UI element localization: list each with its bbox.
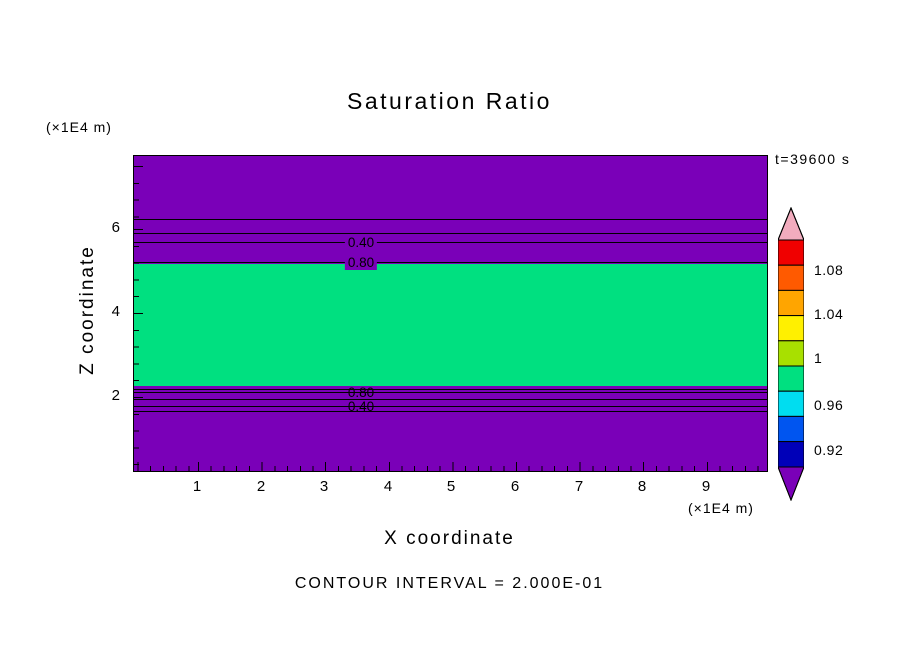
colorbar-segment [778,390,804,417]
colorbar-outline [778,207,804,501]
x-tick-label: 4 [383,478,393,495]
y-axis-title: Z coordinate [77,245,98,375]
colorbar-segment [778,340,804,367]
colorbar-tick-label: 0.96 [814,397,844,413]
colorbar-segment [778,239,804,266]
contour-line [134,233,767,234]
contour-line [134,411,767,412]
contour-line [134,242,767,243]
contour-line [134,399,767,400]
colorbar-bottom-cap [778,466,804,501]
colorbar-tick-label: 1.08 [814,262,844,278]
colorbar-segment [778,264,804,291]
contour-label-top-080: 0.80 [344,255,378,270]
page-title: Saturation Ratio [347,88,552,114]
contour-line [134,406,767,407]
contour-line [134,392,767,393]
x-tick-label: 2 [256,478,266,495]
colorbar-segment [778,365,804,392]
colorbar-segment [778,441,804,468]
x-axis-title: X coordinate [384,528,515,549]
plot-area: 0.40 0.80 0.80 0.40 [133,155,768,472]
colorbar-segment [778,315,804,342]
y-tick-label: 2 [111,387,120,404]
contour-interval-note: CONTOUR INTERVAL = 2.000E-01 [294,575,605,592]
colorbar-tick-label: 1.04 [814,306,844,322]
x-tick-label: 7 [574,478,584,495]
contour-label-top-040: 0.40 [344,235,378,250]
x-tick-label: 5 [446,478,456,495]
contour-line [134,219,767,220]
colorbar [778,207,804,501]
contour-line [134,389,767,390]
contour-line [134,262,767,263]
x-axis-major-ticks [134,462,767,471]
saturation-band [134,264,767,386]
x-tick-label: 9 [701,478,711,495]
colorbar-tick-label: 0.92 [814,442,844,458]
y-tick-label: 4 [111,303,120,320]
colorbar-top-cap [778,207,804,241]
x-tick-label: 1 [192,478,202,495]
x-tick-label: 8 [637,478,647,495]
y-axis-major-ticks [134,156,143,471]
x-axis-unit-label: (×1E4 m) [688,500,754,516]
colorbar-segment [778,289,804,317]
y-axis-unit-label: (×1E4 m) [46,119,112,135]
time-label: t=39600 s [775,151,851,167]
x-tick-label: 3 [319,478,329,495]
x-tick-label: 6 [510,478,520,495]
colorbar-segment [778,415,804,443]
colorbar-tick-label: 1 [814,350,823,366]
y-tick-label: 6 [111,219,120,236]
